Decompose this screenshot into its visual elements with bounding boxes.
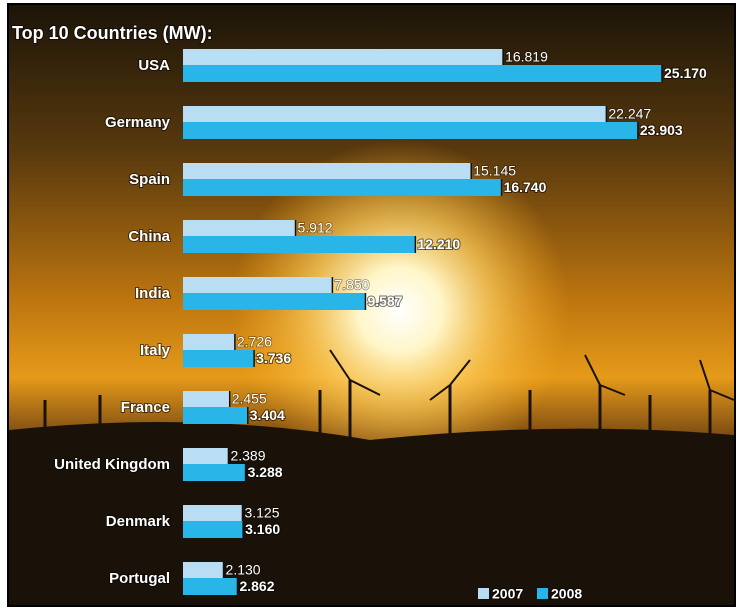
legend-label: 2007	[492, 586, 523, 602]
bar	[183, 464, 246, 481]
bar	[183, 578, 238, 595]
bar	[183, 521, 244, 538]
value-label: 2.455	[232, 391, 267, 407]
category-label: USA	[138, 57, 170, 74]
value-label: 3.125	[244, 505, 279, 521]
bar	[183, 65, 662, 82]
value-label: 7.850	[334, 277, 369, 293]
bar	[183, 122, 638, 139]
bar	[183, 391, 230, 407]
bar	[183, 293, 366, 310]
category-label: France	[121, 399, 170, 416]
value-label: 3.404	[250, 407, 285, 423]
category-label: Germany	[105, 114, 171, 131]
bar	[183, 562, 224, 578]
value-label: 16.740	[504, 179, 547, 195]
value-label: 2.862	[239, 578, 274, 594]
value-label: 16.819	[505, 49, 548, 65]
value-label: 23.903	[640, 122, 683, 138]
category-label: India	[135, 285, 171, 302]
sun	[230, 140, 570, 480]
legend-label: 2008	[551, 586, 582, 602]
value-label: 25.170	[664, 65, 707, 81]
value-label: 3.736	[256, 350, 291, 366]
bar	[183, 236, 416, 253]
category-label: Italy	[140, 342, 171, 359]
bar	[183, 350, 255, 367]
legend-swatch	[478, 588, 489, 599]
chart-title: Top 10 Countries (MW):	[12, 23, 213, 43]
bar	[183, 334, 235, 350]
bar	[183, 277, 333, 293]
bar	[183, 179, 502, 196]
category-label: China	[128, 228, 170, 245]
legend-swatch	[537, 588, 548, 599]
value-label: 3.160	[245, 521, 280, 537]
value-label: 22.247	[608, 106, 651, 122]
value-label: 2.130	[226, 562, 261, 578]
bar	[183, 220, 296, 236]
category-label: Spain	[129, 171, 170, 188]
bar	[183, 163, 472, 179]
category-label: Portugal	[109, 570, 170, 587]
category-label: United Kingdom	[54, 456, 170, 473]
value-label: 9.587	[367, 293, 402, 309]
value-label: 3.288	[248, 464, 283, 480]
value-label: 15.145	[473, 163, 516, 179]
category-label: Denmark	[106, 513, 171, 530]
bar	[183, 505, 243, 521]
bar	[183, 407, 248, 424]
bar	[183, 106, 607, 122]
bar	[183, 448, 229, 464]
value-label: 12.210	[417, 236, 460, 252]
value-label: 2.726	[237, 334, 272, 350]
value-label: 5.912	[298, 220, 333, 236]
bar	[183, 49, 504, 65]
value-label: 2.389	[230, 448, 265, 464]
